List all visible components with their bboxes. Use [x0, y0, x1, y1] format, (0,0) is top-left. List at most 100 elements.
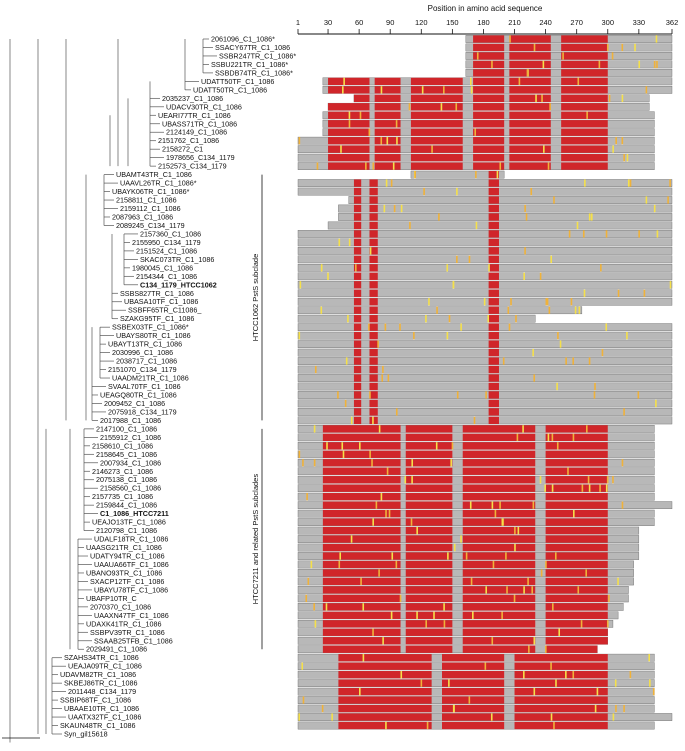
variable-residue [562, 52, 564, 60]
conserved-block [545, 620, 608, 628]
alignment-row [297, 492, 655, 501]
taxon-label: UBAYU78TF_C1_1086 [94, 585, 168, 594]
variable-residue [385, 721, 387, 730]
alignment-bar [338, 213, 673, 221]
alignment-row [297, 509, 655, 518]
variable-residue [524, 204, 526, 213]
conserved-block [462, 577, 536, 586]
conserved-block [369, 281, 378, 289]
alignment-bars [297, 35, 673, 730]
alignment-row [465, 60, 673, 69]
conserved-block [509, 111, 551, 119]
variable-residue [314, 620, 317, 628]
conserved-block [545, 526, 608, 535]
variable-residue [388, 509, 391, 518]
variable-residue [507, 306, 510, 314]
variable-residue [555, 679, 557, 687]
variable-residue [501, 611, 503, 619]
conserved-block [488, 230, 499, 238]
conserved-block [353, 315, 362, 323]
variable-residue [533, 637, 536, 645]
taxon-label: SVAAL70TF_C1_1086 [108, 382, 181, 391]
variable-residue [360, 577, 362, 586]
variable-residue [541, 94, 543, 102]
conserved-block [405, 628, 453, 636]
variable-residue [494, 509, 497, 518]
conserved-block [462, 569, 536, 577]
variable-residue [612, 145, 614, 153]
variable-residue [425, 620, 427, 628]
variable-residue [320, 264, 323, 272]
conserved-block [322, 509, 401, 518]
sequence-axis: Position in amino acid sequence 1 30 60 90 1… [296, 4, 678, 35]
alignment-row [322, 119, 655, 128]
variable-residue [381, 374, 384, 382]
variable-residue [551, 484, 554, 492]
conserved-block [488, 399, 499, 408]
variable-residue [372, 416, 374, 425]
conserved-block [405, 535, 453, 543]
variable-residue [556, 382, 558, 391]
alignment-row [297, 280, 673, 289]
conserved-block [473, 77, 505, 86]
conserved-block [410, 94, 463, 102]
variable-residue [375, 501, 378, 509]
conserved-block [410, 162, 463, 170]
subclade-7211-label: HTCC7211 and related PstS subclades [251, 474, 260, 605]
conserved-block [353, 289, 362, 297]
conserved-block [488, 247, 499, 255]
variable-residue [542, 60, 545, 69]
variable-residue [400, 204, 403, 213]
alignment-bar [297, 187, 673, 196]
alignment-row [297, 374, 673, 382]
variable-residue [669, 281, 672, 289]
variable-residue [653, 60, 656, 69]
alignment-bar [297, 306, 583, 315]
variable-residue [600, 264, 602, 272]
conserved-block [488, 298, 499, 306]
variable-residue [547, 433, 550, 441]
variable-residue [634, 43, 636, 52]
conserved-block [473, 69, 505, 77]
variable-residue [491, 501, 494, 509]
axis-tick-label: 240 [539, 18, 552, 27]
alignment-row [297, 552, 640, 560]
variable-residue [546, 298, 549, 306]
conserved-block [488, 196, 499, 204]
alignment-row [297, 187, 673, 196]
conserved-block [462, 433, 536, 441]
variable-residue [596, 687, 599, 696]
conserved-block [369, 247, 378, 255]
conserved-block [405, 603, 453, 611]
variable-residue [572, 671, 575, 679]
conserved-block [374, 162, 401, 170]
taxon-label: SKBEJ86TR_C1_1086 [64, 679, 138, 688]
conserved-block [405, 577, 453, 586]
alignment-row [297, 679, 655, 687]
conserved-block [545, 560, 608, 569]
taxon-label: UDACV30TR_C1_1086 [166, 102, 242, 111]
variable-residue [327, 272, 329, 280]
conserved-block [545, 611, 608, 619]
conserved-block [328, 103, 370, 111]
taxon-label: 2009452_C1_1086 [104, 399, 165, 408]
variable-residue [525, 213, 528, 221]
variable-residue [342, 86, 344, 94]
phylogenetic-tree [2, 38, 217, 743]
variable-residue [583, 289, 586, 297]
taxon-label: Syn_gil15618 [64, 730, 108, 739]
taxon-label: 2157360_C1_1086 [140, 229, 201, 238]
conserved-block [545, 501, 608, 509]
conserved-block [462, 620, 536, 628]
conserved-block [509, 60, 551, 69]
conserved-block [405, 501, 453, 509]
conserved-block [462, 543, 536, 552]
conserved-block [369, 332, 378, 340]
conserved-block [545, 450, 608, 458]
alignment-row [297, 306, 583, 315]
taxon-label: UBAYS80TR_C1_1086 [116, 331, 191, 340]
conserved-block [473, 120, 505, 128]
variable-residue [653, 204, 656, 213]
conserved-block [353, 238, 362, 247]
taxon-label: 2061096_C1_1086* [211, 35, 275, 44]
